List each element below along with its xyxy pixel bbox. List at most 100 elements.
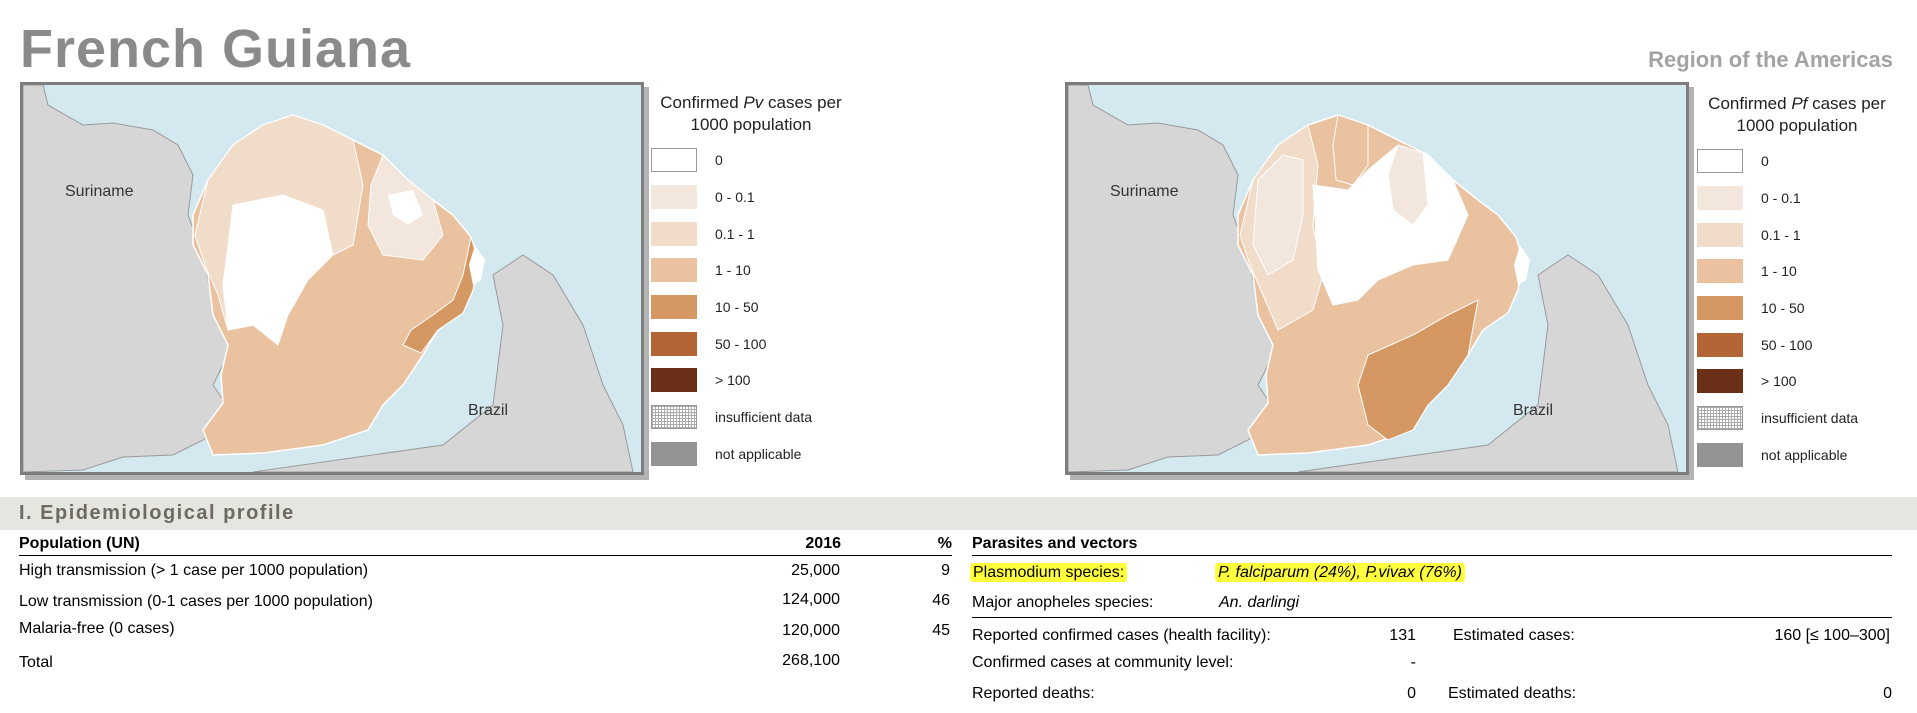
pv-legend: Confirmed Pv cases per 1000 population 0… (651, 92, 851, 472)
region-zero (222, 194, 334, 346)
region-label: Region of the Americas (1648, 47, 1893, 72)
legend-swatch-hatched (1697, 406, 1743, 431)
parasites-header-rule (972, 555, 1892, 556)
population-row-label: Low transmission (0-1 cases per 1000 pop… (19, 593, 373, 610)
estimated-deaths-label: Estimated deaths: (1448, 685, 1577, 702)
reported-cases-value: 131 (1389, 627, 1416, 644)
legend-swatch (651, 221, 697, 246)
population-header-year: 2016 (805, 535, 841, 552)
brazil-shape (252, 254, 634, 472)
legend-label: 1 - 10 (1761, 263, 1797, 280)
legend-item: 1 - 10 (1697, 253, 1897, 290)
region-zero (1312, 144, 1469, 306)
anopheles-value: An. darlingi (1219, 594, 1300, 611)
population-header-label: Population (UN) (19, 535, 140, 552)
pf-map: Suriname Brazil (1065, 82, 1689, 475)
legend-item: 50 - 100 (1697, 326, 1897, 363)
pf-legend-title: Confirmed Pf cases per 1000 population (1697, 93, 1897, 137)
legend-swatch (1697, 149, 1743, 174)
community-label: Confirmed cases at community level: (972, 654, 1234, 671)
legend-item: not applicable (651, 436, 851, 473)
section-title: I. Epidemiological profile (19, 502, 295, 524)
legend-item: 0.1 - 1 (651, 215, 851, 252)
legend-label: 50 - 100 (1761, 336, 1813, 353)
legend-swatch (651, 148, 697, 173)
community-value: - (1410, 654, 1416, 671)
legend-swatch (1697, 369, 1743, 394)
estimated-cases-label: Estimated cases: (1453, 627, 1575, 644)
legend-item: > 100 (1697, 363, 1897, 400)
legend-label: 0 (1761, 153, 1769, 170)
legend-title-post: cases per 1000 population (1736, 94, 1886, 135)
section-band (0, 497, 1917, 530)
anopheles-label: Major anopheles species: (972, 594, 1154, 611)
population-row-value: 268,100 (782, 652, 840, 669)
parasites-mid-rule (972, 617, 1892, 618)
legend-swatch (651, 258, 697, 283)
legend-label: 1 - 10 (715, 262, 751, 279)
pv-legend-title: Confirmed Pv cases per 1000 population (651, 92, 851, 136)
legend-label: insufficient data (715, 409, 813, 426)
legend-title-species: Pv (743, 93, 764, 112)
population-row-value: 120,000 (782, 622, 840, 639)
legend-swatch (1697, 442, 1743, 467)
legend-item: 50 - 100 (651, 325, 851, 362)
legend-swatch (651, 368, 697, 393)
legend-swatch (651, 295, 697, 320)
legend-swatch (1697, 332, 1743, 357)
legend-label: 0 - 0.1 (1761, 190, 1801, 207)
legend-label: 10 - 50 (1761, 300, 1805, 317)
legend-swatch-hatched (651, 405, 697, 430)
legend-title-pre: Confirmed (1708, 94, 1792, 113)
legend-item: 0 - 0.1 (651, 179, 851, 216)
legend-title-post: cases per 1000 population (690, 93, 842, 134)
legend-label: > 100 (715, 372, 751, 389)
reported-deaths-value: 0 (1407, 685, 1416, 702)
plasmodium-value: P. falciparum (24%), P.vivax (76%) (1215, 563, 1465, 582)
population-header-rule (19, 555, 952, 556)
legend-label: 50 - 100 (715, 335, 767, 352)
legend-label: 0 (715, 152, 723, 169)
pf-legend: Confirmed Pf cases per 1000 population 0… (1697, 93, 1897, 473)
brazil-shape (1297, 254, 1679, 472)
estimated-deaths-value: 0 (1883, 685, 1892, 702)
legend-item: not applicable (1697, 437, 1897, 474)
region-verylow-2 (1387, 144, 1429, 226)
population-row-value: 25,000 (791, 562, 840, 579)
suriname-label: Suriname (1110, 183, 1179, 200)
legend-label: not applicable (1761, 446, 1848, 463)
population-row-pct: 45 (932, 622, 950, 639)
legend-item: 0.1 - 1 (1697, 216, 1897, 253)
legend-label: not applicable (715, 445, 802, 462)
brazil-label: Brazil (468, 402, 509, 419)
cayenne-zero (469, 245, 485, 285)
population-row-pct: 9 (941, 562, 950, 579)
population-row-label: High transmission (> 1 case per 1000 pop… (19, 562, 369, 579)
population-row-value: 124,000 (782, 591, 840, 608)
legend-label: 10 - 50 (715, 299, 759, 316)
pv-map-graphic (23, 85, 641, 472)
pv-legend-items: 0 0 - 0.1 0.1 - 1 1 - 10 10 - 50 50 - 10… (651, 142, 851, 472)
estimated-cases-value: 160 [≤ 100–300] (1774, 627, 1890, 644)
region-mid (1357, 299, 1479, 441)
parasites-header: Parasites and vectors (972, 535, 1138, 552)
plasmodium-label: Plasmodium species: (970, 563, 1128, 582)
legend-swatch (651, 185, 697, 210)
reported-cases-label: Reported confirmed cases (health facilit… (972, 627, 1271, 644)
legend-item: 10 - 50 (1697, 290, 1897, 327)
legend-swatch (651, 441, 697, 466)
legend-label: > 100 (1761, 373, 1797, 390)
legend-item: 0 (1697, 143, 1897, 180)
legend-item: 10 - 50 (651, 289, 851, 326)
pv-map: Suriname Brazil (20, 82, 644, 475)
legend-label: 0.1 - 1 (715, 225, 755, 242)
legend-title-species: Pf (1791, 94, 1808, 113)
legend-swatch (1697, 186, 1743, 211)
legend-swatch (1697, 222, 1743, 247)
legend-item: 0 - 0.1 (1697, 180, 1897, 217)
legend-item: insufficient data (1697, 400, 1897, 437)
legend-label: insufficient data (1761, 410, 1859, 427)
brazil-label: Brazil (1513, 402, 1554, 419)
legend-label: 0.1 - 1 (1761, 226, 1801, 243)
pf-map-graphic (1068, 85, 1686, 472)
